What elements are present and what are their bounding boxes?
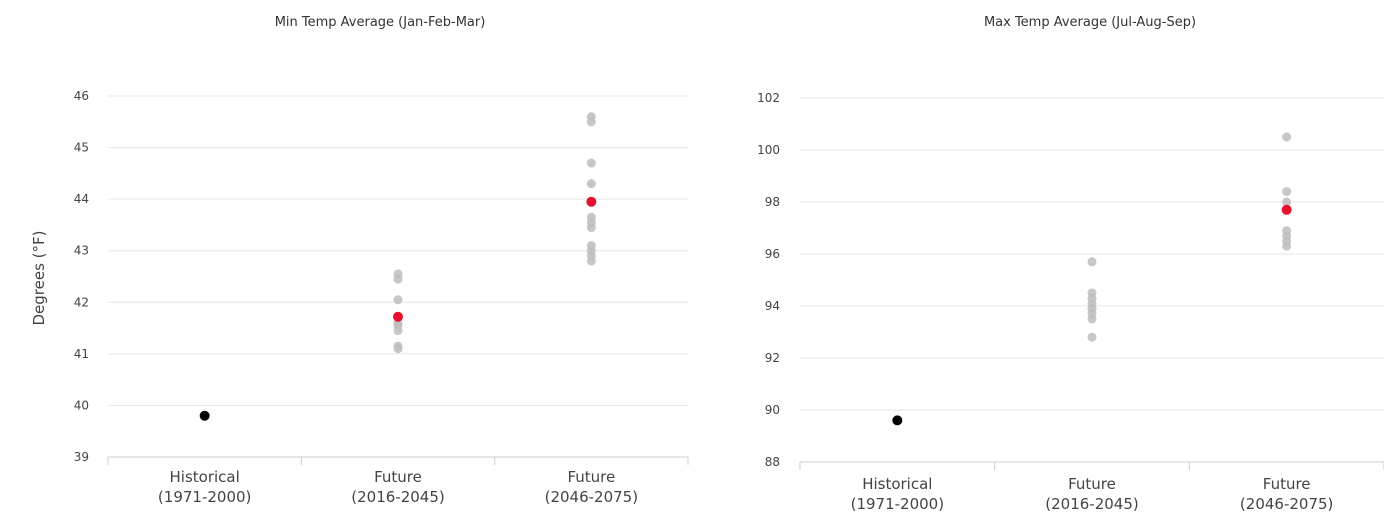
- y-tick-label: 39: [74, 450, 89, 464]
- y-tick-label: 42: [74, 295, 89, 309]
- category-period-label: (2046-2075): [1240, 495, 1333, 513]
- y-tick-label: 44: [74, 192, 89, 206]
- y-tick-label: 41: [74, 347, 89, 361]
- y-tick-label: 46: [74, 89, 89, 103]
- models-point: [586, 241, 596, 251]
- models-point: [393, 295, 403, 305]
- models-point: [1282, 132, 1292, 142]
- mean-point: [393, 311, 403, 322]
- max-temp-plot: Max Temp Average (Jul-Aug-Sep) 88 90 92 94 96…: [757, 15, 1384, 513]
- category-label: Future: [1068, 475, 1116, 493]
- y-tick-label: 40: [74, 398, 89, 412]
- category-period-label: (2016-2045): [1045, 495, 1138, 513]
- y-tick-label: 102: [757, 91, 780, 105]
- models-point: [586, 179, 596, 189]
- category-period-label: (1971-2000): [158, 488, 251, 506]
- observed-point: [199, 410, 210, 421]
- y-tick-label: 88: [765, 455, 780, 469]
- models-point: [1087, 257, 1097, 267]
- models-point: [393, 341, 403, 351]
- category-period-label: (2046-2075): [545, 488, 638, 506]
- models-point: [1087, 288, 1097, 298]
- chart-title: Min Temp Average (Jan-Feb-Mar): [275, 15, 486, 30]
- category-period-label: (1971-2000): [851, 495, 944, 513]
- observed-point: [892, 415, 903, 426]
- models-point: [1282, 187, 1292, 197]
- category-label: Historical: [862, 475, 932, 493]
- y-tick-label: 94: [765, 299, 780, 313]
- min-temp-plot: Min Temp Average (Jan-Feb-Mar) Degrees (°…: [30, 15, 689, 506]
- mean-point: [586, 196, 597, 207]
- models-point: [586, 212, 596, 222]
- y-axis-label: Degrees (°F): [30, 230, 48, 325]
- chart-title: Max Temp Average (Jul-Aug-Sep): [984, 15, 1196, 30]
- y-tick-label: 98: [765, 195, 780, 209]
- category-label: Future: [374, 468, 422, 486]
- y-tick-label: 43: [74, 244, 89, 258]
- models-point: [1087, 332, 1097, 342]
- models-point: [586, 112, 596, 122]
- y-tick-label: 96: [765, 247, 780, 261]
- y-tick-label: 100: [757, 143, 780, 157]
- category-period-label: (2016-2045): [351, 488, 444, 506]
- category-label: Future: [567, 468, 615, 486]
- y-tick-label: 45: [74, 141, 89, 155]
- chart-min-temp: Min Temp Average (Jan-Feb-Mar) Degrees (°…: [30, 15, 689, 506]
- models-point: [1282, 197, 1292, 207]
- y-tick-label: 92: [765, 351, 780, 365]
- models-point: [393, 269, 403, 279]
- category-label: Future: [1263, 475, 1311, 493]
- models-point: [1282, 226, 1292, 236]
- mean-point: [1281, 204, 1292, 215]
- models-point: [586, 158, 596, 168]
- chart-max-temp: Max Temp Average (Jul-Aug-Sep) 88 90 92 94 96…: [700, 0, 1384, 525]
- y-tick-label: 90: [765, 403, 780, 417]
- category-label: Historical: [170, 468, 240, 486]
